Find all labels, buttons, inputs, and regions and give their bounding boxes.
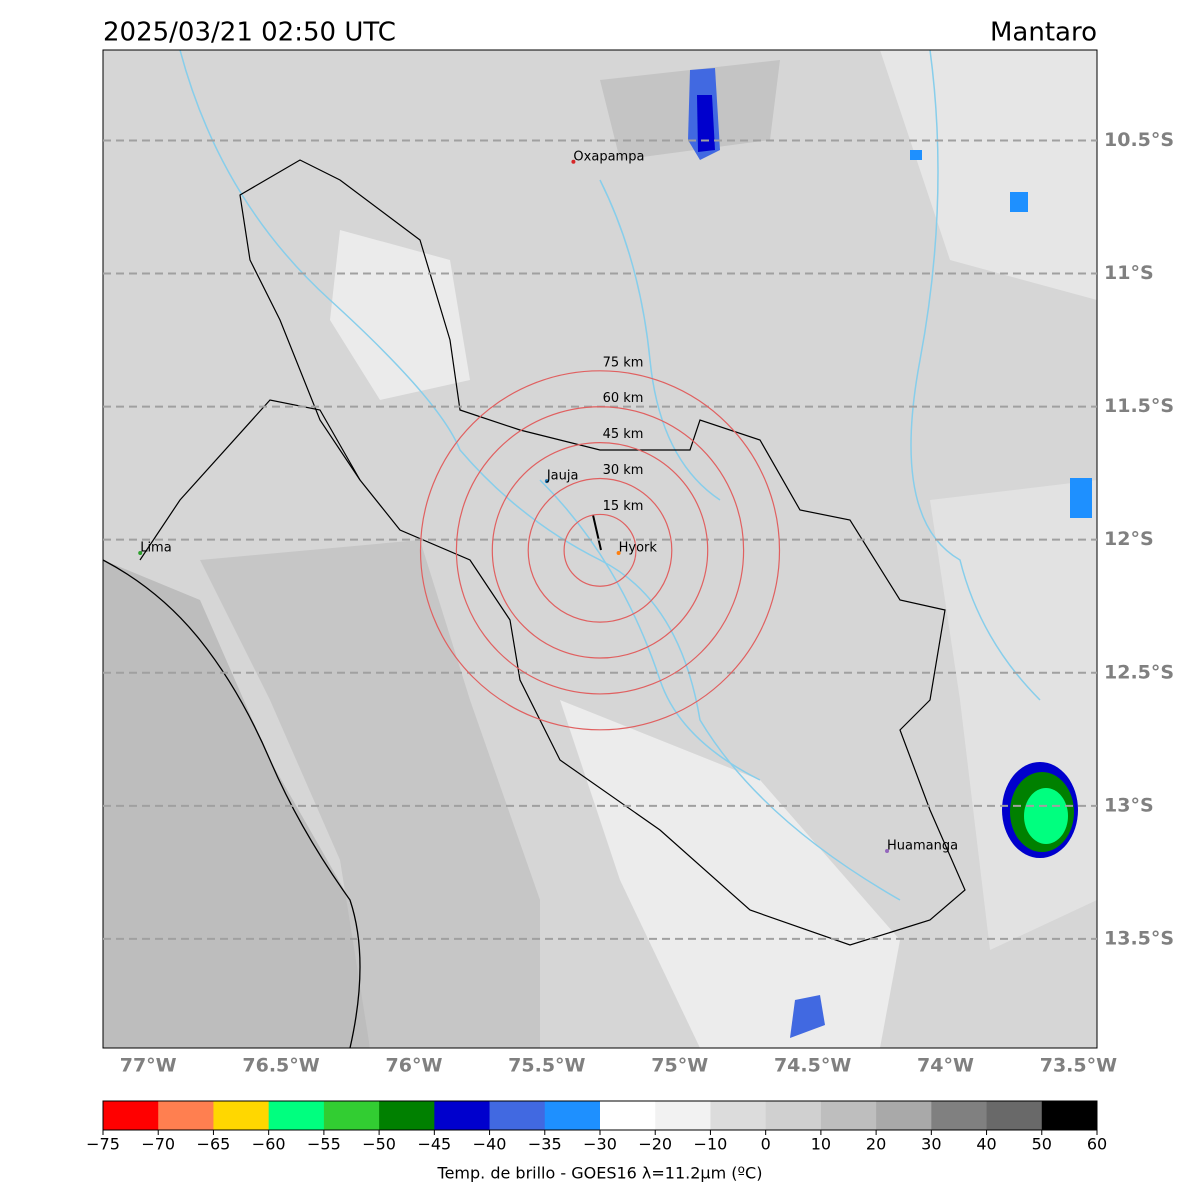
lon-label: 74°W [917, 1055, 974, 1077]
colorbar-tick-label: 40 [976, 1135, 996, 1154]
map-frame [102, 49, 1098, 1049]
colorbar-tick-label: −30 [583, 1135, 617, 1154]
colorbar-segment [213, 1101, 270, 1130]
colorbar-segment [544, 1101, 601, 1130]
colorbar-tick-label: 20 [866, 1135, 886, 1154]
colorbar-tick-label: −65 [197, 1135, 231, 1154]
distance-ring [563, 513, 637, 587]
colorbar-segment [655, 1101, 711, 1130]
distance-ring [455, 406, 745, 695]
city-label: Jauja [546, 469, 579, 484]
region-name: Mantaro [990, 18, 1097, 48]
lon-label: 75.5°W [508, 1055, 585, 1077]
colorbar-segment [103, 1101, 159, 1130]
ring-label: 45 km [603, 427, 644, 442]
colorbar-tick-label: −60 [252, 1135, 286, 1154]
lat-label: 10.5°S [1104, 129, 1174, 151]
colorbar-segment [323, 1101, 380, 1130]
city-marker [138, 550, 143, 555]
lon-label: 76°W [386, 1055, 443, 1077]
ring-label: 75 km [603, 355, 644, 370]
colorbar-segment [820, 1101, 877, 1130]
colorbar-tick-label: −10 [694, 1135, 728, 1154]
city-label: Lima [140, 540, 171, 555]
ring-label: 30 km [603, 463, 644, 478]
colorbar-tick-label: −50 [362, 1135, 396, 1154]
colorbar-tick-label: 30 [921, 1135, 941, 1154]
distance-ring [527, 477, 673, 623]
lat-label: 11.5°S [1104, 395, 1174, 417]
colorbar-tick-label: −20 [638, 1135, 672, 1154]
lat-label: 13.5°S [1104, 927, 1174, 949]
city-marker [571, 159, 576, 164]
lat-label: 12°S [1104, 528, 1154, 550]
lon-label: 75°W [651, 1055, 708, 1077]
title: 2025/03/21 02:50 UTC [103, 18, 396, 48]
lon-label: 73.5°W [1040, 1055, 1117, 1077]
city-marker [885, 849, 890, 854]
lon-label: 74.5°W [774, 1055, 851, 1077]
colorbar-segment [268, 1101, 325, 1130]
colorbar-segment [986, 1101, 1043, 1130]
colorbar-tick-label: −35 [528, 1135, 562, 1154]
colorbar-segment [379, 1101, 435, 1130]
colorbar-segment [876, 1101, 932, 1130]
colorbar-segment [600, 1101, 656, 1130]
colorbar-segment [434, 1101, 491, 1130]
colorbar-tick-label: −40 [473, 1135, 507, 1154]
city-label: Huamanga [887, 839, 958, 854]
colorbar-segment [931, 1101, 988, 1130]
colorbar-tick-label: −70 [141, 1135, 175, 1154]
colorbar-tick-label: −75 [86, 1135, 120, 1154]
colorbar-segment [489, 1101, 546, 1130]
satellite-image [103, 50, 1097, 1048]
city-label: Hyork [619, 540, 658, 555]
colorbar-label: Temp. de brillo - GOES16 λ=11.2μm (ºC) [437, 1164, 763, 1183]
distance-ring [419, 370, 781, 731]
lon-label: 77°W [120, 1055, 177, 1077]
colorbar-segment [765, 1101, 822, 1130]
colorbar-tick-label: 50 [1032, 1135, 1052, 1154]
colorbar-segment [710, 1101, 767, 1130]
lat-label: 11°S [1104, 262, 1154, 284]
colorbar-tick-label: −55 [307, 1135, 341, 1154]
colorbar-tick-label: −45 [417, 1135, 451, 1154]
ring-label: 60 km [603, 391, 644, 406]
lat-label: 13°S [1104, 794, 1154, 816]
colorbar-tick-label: 10 [811, 1135, 831, 1154]
ring-label: 15 km [603, 499, 644, 514]
lat-label: 12.5°S [1104, 661, 1174, 683]
colorbar-tick-label: 60 [1087, 1135, 1107, 1154]
city-label: Oxapampa [573, 149, 644, 164]
colorbar-segment [158, 1101, 214, 1130]
distance-ring [491, 442, 709, 659]
city-marker [544, 479, 549, 484]
colorbar-tick-label: 0 [761, 1135, 771, 1154]
lon-label: 76.5°W [242, 1055, 319, 1077]
city-marker [616, 550, 621, 555]
colorbar-segment [1041, 1101, 1098, 1130]
